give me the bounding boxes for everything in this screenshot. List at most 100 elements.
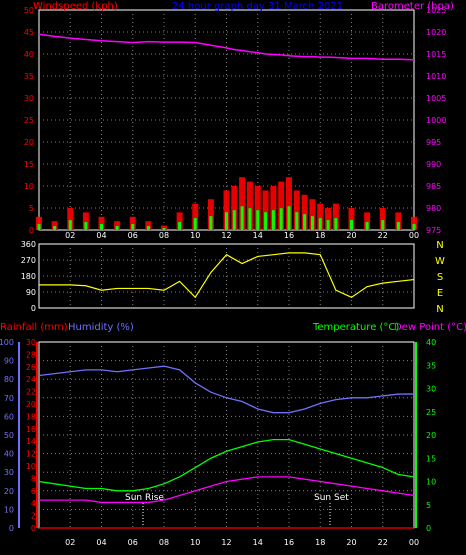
humidity-tick-label: 30 xyxy=(4,468,14,477)
humidity-tick-label: 90 xyxy=(4,357,14,366)
time-label-upper: 08 xyxy=(159,231,169,240)
wind-average-bar xyxy=(100,224,103,230)
rainfall-tick-label: 8 xyxy=(31,474,36,483)
windspeed-bar xyxy=(309,199,316,230)
windspeed-bar xyxy=(176,212,183,230)
windspeed-bar xyxy=(36,216,42,230)
time-label-upper: 18 xyxy=(315,231,325,240)
wind-average-bar xyxy=(178,222,182,230)
compass-label: N xyxy=(436,240,443,251)
windspeed-bar xyxy=(270,186,277,230)
rainfall-tick-label: 6 xyxy=(31,487,36,496)
rainfall-tick-label: 14 xyxy=(26,437,36,446)
windspeed-bar xyxy=(161,225,167,230)
windspeed-tick-label: 50 xyxy=(24,6,34,15)
windspeed-bar xyxy=(325,208,332,230)
humidity-axis-label: Humidity (%) xyxy=(68,322,134,333)
windspeed-bar xyxy=(262,190,269,230)
time-label-upper: 00 xyxy=(409,231,419,240)
rainfall-tick-label: 24 xyxy=(26,375,36,384)
rainfall-tick-label: 2 xyxy=(31,512,36,521)
windspeed-bar xyxy=(364,212,371,230)
time-label-upper: 04 xyxy=(96,231,106,240)
dewpoint-axis-label: Dew Point (°C) xyxy=(394,322,466,333)
direction-tick-label: 180 xyxy=(21,272,36,281)
wind-average-bar xyxy=(396,222,400,230)
windspeed-tick-label: 35 xyxy=(24,72,34,81)
windspeed-bar xyxy=(379,208,386,230)
rainfall-tick-label: 16 xyxy=(26,425,36,434)
windspeed-bar xyxy=(348,208,355,230)
direction-tick-label: 90 xyxy=(26,288,36,297)
rainfall-axis-label: Rainfall (mm) xyxy=(0,322,68,333)
wind-average-bar xyxy=(295,212,299,230)
time-label-lower: 16 xyxy=(284,538,294,547)
wind-average-bar xyxy=(350,220,353,230)
windspeed-tick-label: 15 xyxy=(24,160,34,169)
wind-average-bar xyxy=(287,206,291,230)
time-label-lower: 08 xyxy=(159,538,169,547)
wind-average-bar xyxy=(232,210,236,230)
temperature-tick-label: 25 xyxy=(426,408,436,417)
temperature-tick-label: 30 xyxy=(426,385,436,394)
barometer-tick-label: 990 xyxy=(426,160,441,169)
windspeed-axis-label: Windspeed (kph) xyxy=(33,1,118,12)
temperature-line xyxy=(38,438,415,492)
sun-set-label: Sun Set xyxy=(314,493,349,503)
tick-labels: 0202040406060808101012121414161618182020… xyxy=(0,6,446,547)
wind-average-bar xyxy=(84,222,88,230)
wind-average-bar xyxy=(131,224,135,230)
direction-tick-label: 270 xyxy=(21,256,36,265)
humidity-tick-label: 20 xyxy=(4,487,14,496)
windspeed-bar xyxy=(207,199,214,230)
wind-average-bar xyxy=(68,220,72,230)
temperature-tick-label: 40 xyxy=(426,338,436,347)
temperature-tick-label: 35 xyxy=(426,361,436,370)
humidity-tick-label: 80 xyxy=(4,375,14,384)
rainfall-tick-label: 30 xyxy=(26,338,36,347)
temperature-axis-label: Temperature (°C) xyxy=(312,322,399,333)
barometer-tick-label: 980 xyxy=(426,204,441,213)
rainfall-tick-label: 0 xyxy=(31,524,36,533)
wind-average-bar xyxy=(334,218,338,230)
windspeed-bar xyxy=(51,221,58,230)
windspeed-tick-label: 10 xyxy=(24,182,34,191)
barometer-tick-label: 975 xyxy=(426,226,441,235)
time-label-lower: 04 xyxy=(96,538,106,547)
windspeed-bar xyxy=(278,181,285,230)
windspeed-tick-label: 30 xyxy=(24,94,34,103)
wind-average-bar xyxy=(271,210,275,230)
time-label-upper: 16 xyxy=(284,231,294,240)
rainfall-tick-label: 28 xyxy=(26,350,36,359)
time-label-lower: 18 xyxy=(315,538,325,547)
windspeed-tick-label: 20 xyxy=(24,138,34,147)
humidity-tick-label: 50 xyxy=(4,431,14,440)
windspeed-tick-label: 5 xyxy=(29,204,34,213)
humidity-tick-label: 10 xyxy=(4,505,14,514)
windspeed-bar xyxy=(114,221,121,230)
temperature-tick-label: 15 xyxy=(426,454,436,463)
time-label-lower: 10 xyxy=(190,538,200,547)
time-label-upper: 14 xyxy=(253,231,263,240)
barometer-tick-label: 985 xyxy=(426,182,441,191)
compass-label: E xyxy=(437,288,443,299)
barometer-line xyxy=(38,33,415,61)
time-label-upper: 12 xyxy=(221,231,231,240)
temperature-tick-label: 5 xyxy=(426,501,431,510)
windspeed-tick-label: 45 xyxy=(24,28,34,37)
windspeed-bar xyxy=(395,212,402,230)
wind-average-bar xyxy=(365,222,369,230)
windspeed-tick-label: 40 xyxy=(24,50,34,59)
barometer-tick-label: 1010 xyxy=(426,72,446,81)
humidity-tick-label: 40 xyxy=(4,450,14,459)
time-label-lower: 02 xyxy=(65,538,75,547)
time-label-upper: 06 xyxy=(128,231,138,240)
wind-average-bar xyxy=(279,208,283,230)
windspeed-bar xyxy=(317,203,324,230)
windspeed-bar xyxy=(286,177,292,230)
barometer-tick-label: 1015 xyxy=(426,50,446,59)
windspeed-bar xyxy=(129,216,136,230)
rainfall-tick-label: 12 xyxy=(26,450,36,459)
time-label-upper: 20 xyxy=(346,231,356,240)
